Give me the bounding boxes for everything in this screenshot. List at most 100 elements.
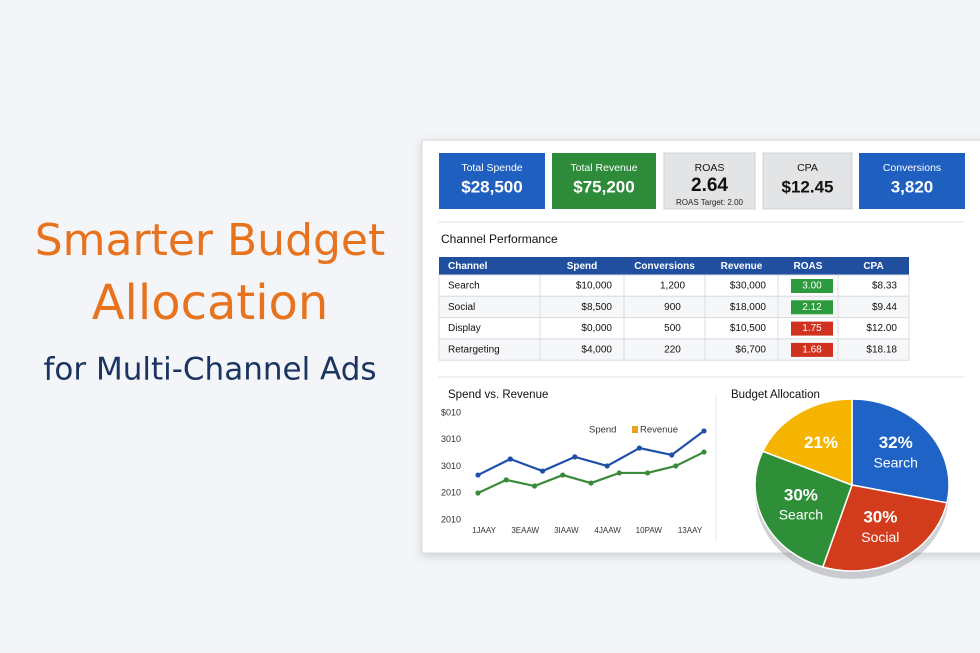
table-cell: 1.75 — [802, 323, 822, 334]
y-tick-label: 2010 — [441, 488, 461, 498]
line-point — [604, 463, 610, 469]
line-point — [560, 472, 566, 478]
line-point — [616, 470, 622, 476]
kpi-label: CPA — [797, 162, 818, 174]
line-point — [701, 449, 707, 455]
line-point — [572, 454, 578, 460]
kpi-card — [859, 153, 965, 209]
line-point — [701, 428, 707, 434]
line-point — [507, 456, 513, 462]
table-cell: 2.12 — [802, 302, 822, 313]
table-cell: $4,000 — [581, 345, 612, 356]
x-tick-label: 3IAAW — [554, 526, 579, 535]
table-cell: $0,000 — [581, 323, 612, 334]
dashboard-content: Total Spende $28,500 Total Revenue $75,200 R… — [438, 152, 965, 579]
kpi-card — [663, 152, 756, 210]
headline-line: Allocation — [92, 275, 329, 331]
table-cell: $10,500 — [730, 323, 767, 334]
line-point — [673, 463, 679, 469]
line-point — [669, 452, 675, 458]
roas-badge — [791, 279, 833, 293]
table-header-cell: Revenue — [721, 261, 763, 272]
x-tick-label: 13AAY — [678, 526, 703, 535]
pie-value-label: 21% — [804, 433, 838, 452]
table-cell: 1.68 — [802, 345, 822, 356]
kpi-card — [439, 153, 545, 209]
kpi-value: $75,200 — [573, 177, 634, 196]
table-cell: Search — [448, 281, 480, 292]
kpi-value: $28,500 — [461, 177, 522, 196]
kpi-label: ROAS — [695, 162, 725, 174]
pie-slice — [754, 450, 853, 568]
table-header-cell: Conversions — [634, 261, 695, 272]
kpi-value: 3,820 — [891, 177, 934, 196]
table-cell: $8,500 — [581, 302, 612, 313]
table-cell: Retargeting — [448, 345, 500, 356]
line-point — [644, 470, 651, 476]
legend-swatch — [632, 426, 638, 433]
table-cell: $12.00 — [866, 323, 897, 334]
pie-slice — [851, 398, 950, 504]
line-series — [477, 430, 705, 477]
headline-line: Smarter Budget — [35, 215, 386, 266]
pie-value-label: 30% — [784, 485, 818, 504]
table-cell: $18,000 — [730, 302, 767, 313]
table-header-cell: ROAS — [794, 261, 823, 272]
table-cell: $10,000 — [576, 281, 613, 292]
y-tick-label: $010 — [441, 407, 461, 417]
kpi-note: ROAS Target: 2.00 — [676, 198, 744, 207]
y-tick-label: 3010 — [441, 461, 461, 471]
x-tick-label: 4JAAW — [594, 526, 621, 535]
table-cell: Social — [448, 302, 475, 313]
roas-badge — [791, 300, 833, 315]
pie-slice-label: Social — [861, 529, 899, 545]
line-point — [475, 490, 481, 496]
line-point — [475, 472, 481, 478]
pie-value-label: 30% — [863, 508, 897, 527]
roas-badge — [791, 342, 833, 357]
line-point — [531, 483, 538, 489]
table-cell: $6,700 — [735, 345, 766, 356]
table-header-cell: CPA — [863, 261, 883, 272]
y-tick-label: 3010 — [441, 434, 461, 444]
kpi-card — [762, 152, 853, 210]
table-title: Channel Performance — [441, 232, 558, 246]
kpi-label: Conversions — [883, 162, 941, 174]
pie-slice-label: Search — [779, 507, 823, 523]
x-tick-label: 1JAAY — [472, 526, 497, 535]
table-cell: 220 — [664, 345, 681, 356]
roas-badge — [791, 321, 833, 336]
pie-slice — [761, 398, 853, 487]
line-point — [539, 468, 546, 474]
line-point — [588, 480, 594, 486]
line-point — [636, 445, 643, 451]
x-tick-label: 3EAAW — [511, 526, 539, 535]
line-point — [503, 477, 509, 483]
table-cell: 500 — [664, 323, 681, 334]
kpi-label: Total Revenue — [570, 162, 637, 174]
headline-line: for Multi-Channel Ads — [43, 352, 376, 388]
table-cell: Display — [448, 323, 481, 334]
table-cell: $9.44 — [872, 302, 897, 313]
table-cell: $18.18 — [866, 345, 897, 356]
kpi-value: 2.64 — [691, 175, 728, 196]
legend-label: Spend — [589, 425, 616, 436]
pie-slice — [821, 484, 948, 572]
chart-title: Spend vs. Revenue — [448, 389, 548, 401]
table-cell: 900 — [664, 302, 681, 313]
table-cell: 1,200 — [660, 281, 685, 292]
kpi-label: Total Spende — [461, 162, 522, 174]
x-tick-label: 10PAW — [636, 526, 663, 535]
kpi-card — [552, 153, 656, 209]
table-cell: $8.33 — [872, 281, 897, 292]
y-tick-label: 2010 — [441, 514, 461, 524]
pie-value-label: 32% — [879, 433, 913, 452]
table-cell: 3.00 — [802, 281, 822, 292]
table-header-cell: Spend — [567, 261, 598, 272]
kpi-value: $12.45 — [782, 177, 834, 196]
table-header-cell: Channel — [448, 261, 488, 272]
legend-label: Revenue — [640, 425, 678, 436]
chart-title: Budget Allocation — [731, 389, 820, 401]
table-cell: $30,000 — [730, 281, 767, 292]
